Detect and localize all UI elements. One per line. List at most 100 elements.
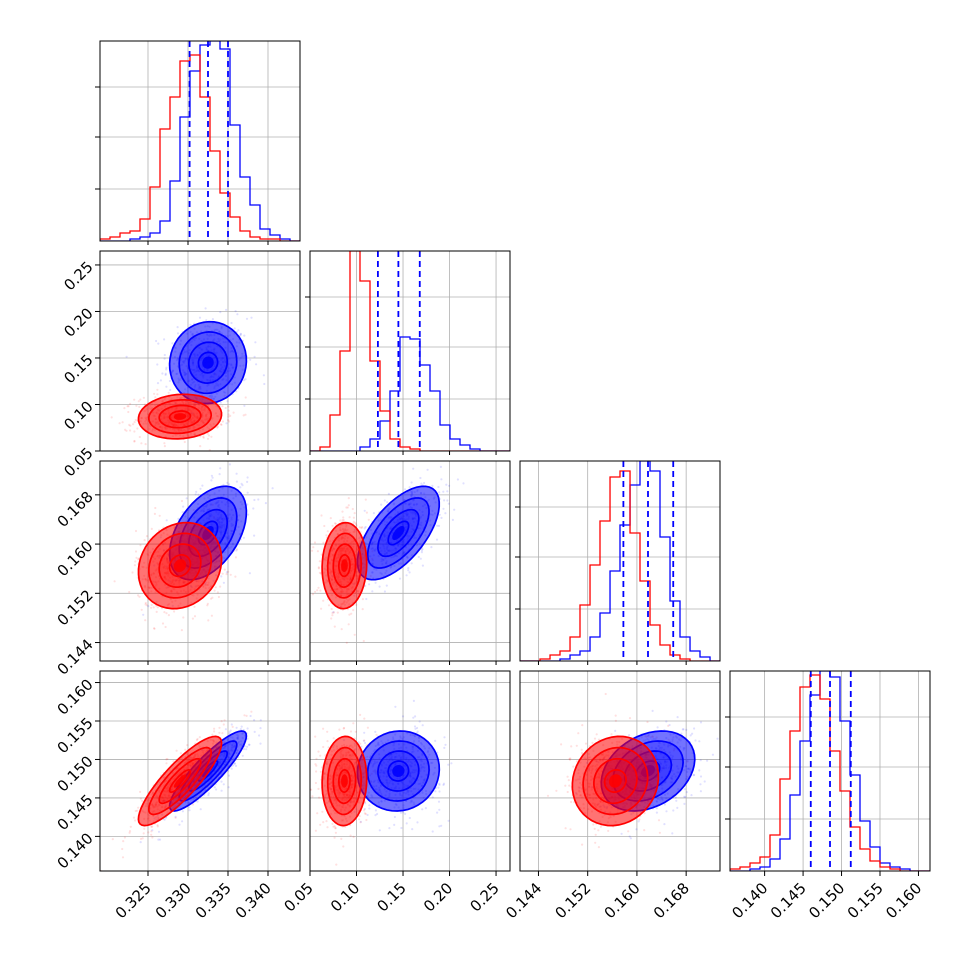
scatter-point bbox=[357, 741, 360, 744]
contour-line-red bbox=[147, 532, 213, 599]
scatter-point bbox=[210, 479, 213, 482]
scatter-point bbox=[365, 818, 368, 822]
scatter-point bbox=[241, 484, 244, 487]
scatter-point bbox=[144, 601, 147, 605]
scatter-point bbox=[218, 473, 221, 476]
scatter-point bbox=[253, 355, 256, 358]
histogram-step-blue bbox=[520, 461, 720, 661]
scatter-point bbox=[345, 641, 348, 644]
scatter-point bbox=[364, 802, 367, 805]
scatter-point bbox=[419, 557, 422, 560]
scatter-point bbox=[361, 608, 364, 611]
scatter-point bbox=[374, 730, 377, 734]
scatter-point bbox=[213, 730, 216, 733]
contour-line-red bbox=[147, 746, 213, 816]
scatter-point bbox=[233, 327, 236, 330]
scatter-point bbox=[177, 517, 180, 521]
scatter-point bbox=[196, 800, 199, 803]
scatter-point bbox=[154, 396, 157, 399]
contour-line-red bbox=[321, 521, 368, 610]
scatter-point bbox=[174, 815, 177, 818]
scatter-point bbox=[201, 484, 204, 487]
scatter-point bbox=[437, 485, 440, 489]
scatter-point bbox=[118, 422, 121, 425]
scatter-point bbox=[206, 602, 209, 605]
scatter-point bbox=[383, 499, 386, 502]
scatter-point bbox=[167, 614, 170, 617]
scatter-point bbox=[225, 422, 228, 425]
scatter-point bbox=[156, 393, 159, 396]
scatter-point bbox=[165, 385, 168, 388]
scatter-point bbox=[226, 400, 229, 403]
scatter-point bbox=[134, 819, 137, 822]
scatter-point bbox=[387, 492, 390, 495]
scatter-point bbox=[210, 597, 213, 600]
scatter-point bbox=[132, 423, 135, 426]
scatter-point bbox=[453, 508, 456, 511]
scatter-point bbox=[417, 555, 420, 559]
scatter-point bbox=[129, 424, 132, 427]
scatter-point bbox=[142, 832, 145, 835]
scatter-point bbox=[249, 358, 252, 361]
scatter-point bbox=[252, 507, 255, 510]
scatter-point bbox=[150, 825, 153, 828]
scatter-point bbox=[194, 493, 197, 496]
scatter-point bbox=[128, 590, 131, 594]
scatter-point bbox=[181, 511, 184, 514]
scatter-point bbox=[323, 524, 326, 528]
panel-frame bbox=[99, 460, 301, 662]
scatter-point bbox=[136, 427, 139, 430]
scatter-point bbox=[219, 311, 222, 314]
scatter-point bbox=[141, 837, 144, 840]
scatter-point bbox=[262, 374, 265, 377]
scatter-point bbox=[147, 831, 150, 834]
scatter-point bbox=[179, 752, 182, 755]
scatter-point bbox=[363, 509, 366, 512]
scatter-panel-4-2 bbox=[307, 670, 511, 876]
scatter-point bbox=[334, 522, 337, 525]
scatter-point bbox=[353, 633, 356, 636]
scatter-point bbox=[237, 387, 240, 390]
scatter-point bbox=[147, 605, 150, 608]
scatter-point bbox=[235, 480, 238, 483]
scatter-point bbox=[358, 526, 361, 529]
scatter-point bbox=[311, 549, 314, 552]
histogram-step-red bbox=[730, 674, 930, 871]
scatter-point bbox=[320, 514, 323, 517]
scatter-point bbox=[246, 476, 249, 479]
scatter-point bbox=[368, 583, 371, 586]
scatter-point bbox=[199, 808, 202, 811]
scatter-point bbox=[123, 407, 126, 410]
scatter-point bbox=[307, 783, 309, 785]
scatter-point bbox=[211, 318, 214, 321]
scatter-point bbox=[359, 713, 362, 717]
scatter-point bbox=[371, 590, 374, 593]
scatter-point bbox=[423, 481, 426, 485]
scatter-point bbox=[172, 760, 175, 763]
scatter-point bbox=[191, 617, 194, 620]
scatter-point bbox=[150, 603, 153, 607]
scatter-point bbox=[437, 800, 441, 803]
histogram-step-red bbox=[520, 470, 720, 661]
panel-frame bbox=[729, 670, 931, 872]
scatter-point bbox=[239, 334, 242, 337]
scatter-point bbox=[207, 792, 210, 795]
scatter-point bbox=[363, 807, 366, 811]
scatter-point bbox=[437, 786, 440, 789]
scatter-point bbox=[134, 809, 137, 813]
scatter-point bbox=[440, 516, 443, 520]
scatter-point bbox=[220, 575, 223, 578]
scatter-point bbox=[182, 616, 185, 619]
scatter-point bbox=[426, 468, 429, 471]
scatter-point bbox=[253, 730, 256, 734]
scatter-point bbox=[244, 378, 247, 381]
scatter-point bbox=[447, 819, 450, 822]
scatter-point bbox=[228, 463, 231, 466]
density-core-red bbox=[341, 559, 348, 573]
scatter-point bbox=[243, 379, 246, 382]
scatter-point bbox=[317, 566, 320, 569]
scatter-point bbox=[424, 807, 427, 810]
scatter-point bbox=[442, 783, 445, 787]
scatter-point bbox=[416, 726, 419, 730]
scatter-point bbox=[125, 429, 128, 432]
